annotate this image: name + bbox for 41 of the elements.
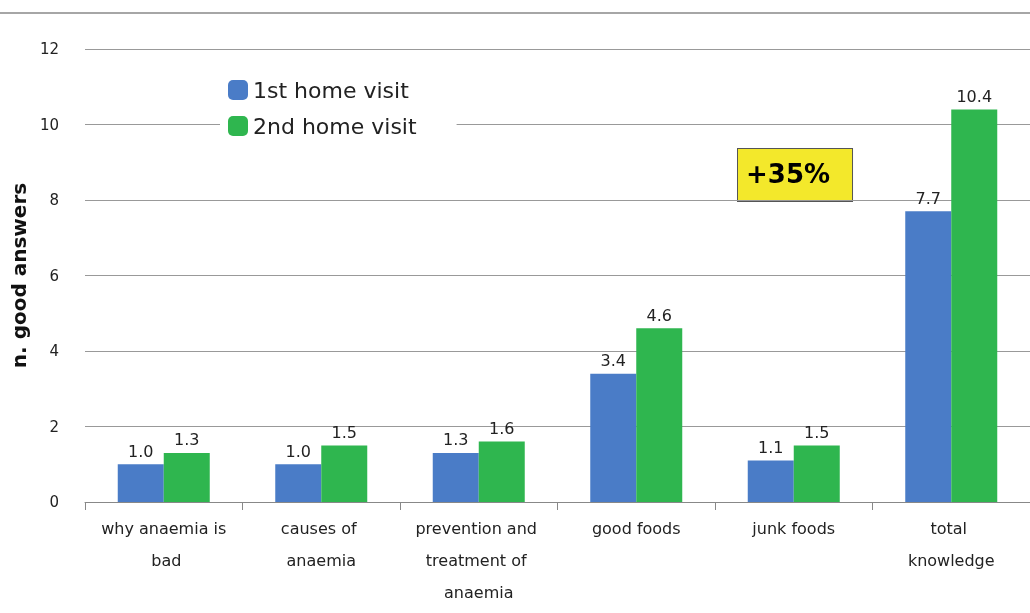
y-tick-label: 8 xyxy=(49,191,59,209)
bar xyxy=(636,328,683,502)
bar xyxy=(951,109,998,502)
bar xyxy=(590,373,637,502)
data-label: 1.6 xyxy=(489,419,515,439)
bar xyxy=(117,464,164,502)
x-tick-label: prevention and treatment of anaemia xyxy=(415,518,543,602)
legend-label: 2nd home visit xyxy=(253,113,417,139)
bar xyxy=(321,445,368,502)
x-tick-label: good foods xyxy=(591,518,681,538)
y-tick-label: 10 xyxy=(39,115,59,134)
data-label: 10.4 xyxy=(956,86,993,106)
y-tick-label: 2 xyxy=(49,417,59,436)
data-label: 1.0 xyxy=(128,441,154,461)
bar xyxy=(275,464,322,502)
annotation: +35% xyxy=(746,159,831,189)
data-label: 1.1 xyxy=(758,437,784,457)
bar xyxy=(747,460,794,502)
x-tick-label: causes of anaemia xyxy=(280,518,362,570)
y-tick-label: 12 xyxy=(39,40,59,58)
data-label: 1.5 xyxy=(804,422,830,442)
y-tick-label: 4 xyxy=(49,342,59,360)
bar xyxy=(793,445,840,502)
data-label: 1.5 xyxy=(331,422,357,442)
bar xyxy=(905,211,952,502)
x-tick-label: total knowledge xyxy=(907,518,995,570)
data-label: 1.3 xyxy=(174,430,200,450)
y-axis-title: n. good answers xyxy=(7,182,32,369)
legend-label: 1st home visit xyxy=(253,77,410,103)
bar xyxy=(163,452,210,502)
y-tick-label: 6 xyxy=(49,266,59,285)
data-label: 4.6 xyxy=(646,305,672,325)
bar xyxy=(432,452,479,502)
data-label: 7.7 xyxy=(915,188,941,208)
y-tick-label: 0 xyxy=(49,493,59,511)
x-tick-label: junk foods xyxy=(751,518,836,538)
data-label: 1.0 xyxy=(285,441,311,461)
data-label: 3.4 xyxy=(600,351,626,371)
bar xyxy=(478,441,525,502)
data-label: 1.3 xyxy=(443,430,469,450)
x-tick-label: why anaemia is bad xyxy=(101,518,227,570)
